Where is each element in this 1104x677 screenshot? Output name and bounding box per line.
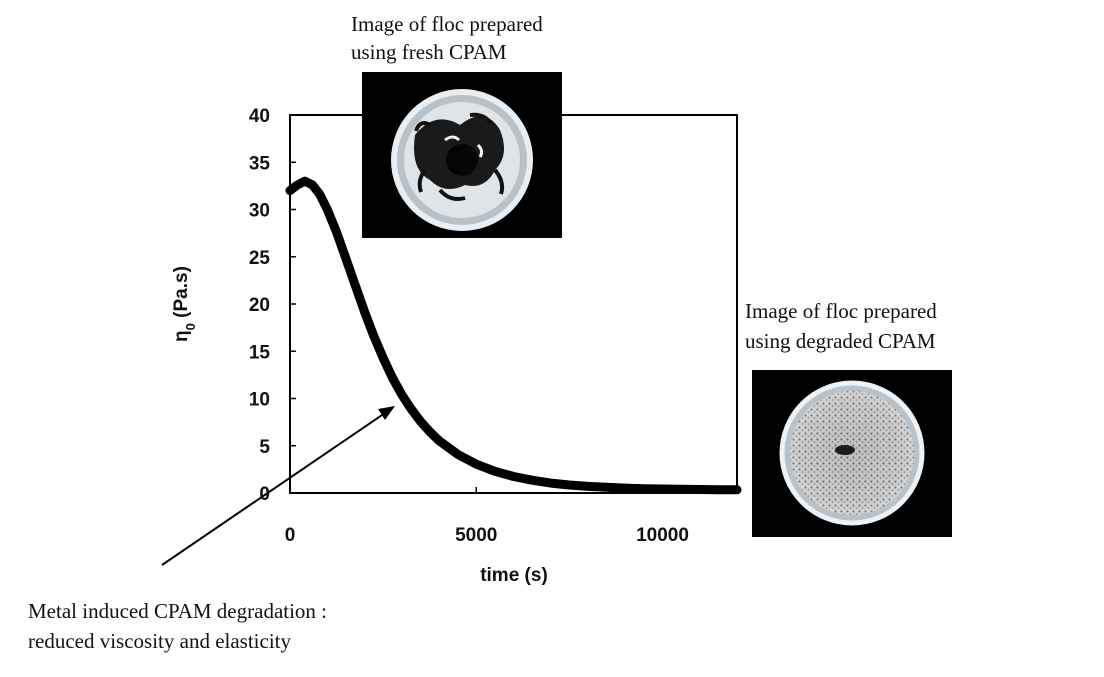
x-axis-label: time (s) xyxy=(480,565,548,586)
x-axis: 0 5000 10000 xyxy=(285,487,689,546)
y-tick-label: 5 xyxy=(259,437,270,458)
y-tick-label: 10 xyxy=(249,390,270,411)
y-tick-label: 40 xyxy=(249,106,270,127)
y-axis-label: η0 (Pa.s) xyxy=(171,266,198,342)
y-tick-label: 25 xyxy=(249,248,271,269)
y-tick-label: 15 xyxy=(249,342,271,363)
data-series-line xyxy=(285,176,742,495)
fresh-floc-image xyxy=(362,72,562,238)
y-axis: 0510152025303540 xyxy=(249,106,296,505)
degradation-caption: Metal induced CPAM degradation : reduced… xyxy=(28,599,332,653)
arrowhead xyxy=(378,406,395,420)
x-tick-label: 10000 xyxy=(636,525,689,546)
degradation-arrow xyxy=(161,412,386,566)
x-tick-label: 5000 xyxy=(455,525,497,546)
x-tick-label: 0 xyxy=(285,525,296,546)
y-tick-label: 30 xyxy=(249,201,270,222)
y-tick-label: 35 xyxy=(249,153,271,174)
fresh-floc-caption: Image of floc prepared using fresh CPAM xyxy=(351,12,548,64)
y-tick-label: 20 xyxy=(249,295,270,316)
degraded-floc-caption: Image of floc prepared using degraded CP… xyxy=(745,299,942,353)
degraded-floc-image xyxy=(752,370,952,537)
